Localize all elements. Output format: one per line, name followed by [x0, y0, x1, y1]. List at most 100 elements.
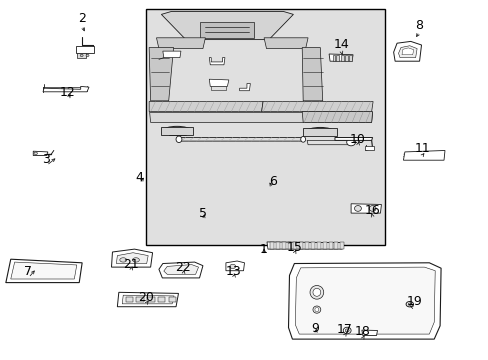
Polygon shape — [149, 102, 263, 112]
Text: 6: 6 — [268, 175, 276, 188]
Polygon shape — [33, 151, 48, 156]
Bar — [299, 242, 303, 249]
Ellipse shape — [169, 128, 184, 132]
Bar — [161, 127, 193, 135]
Text: 9: 9 — [311, 322, 319, 335]
Bar — [345, 55, 347, 61]
Text: 18: 18 — [354, 325, 370, 338]
Bar — [340, 55, 343, 61]
Polygon shape — [211, 86, 225, 90]
Polygon shape — [179, 138, 303, 141]
Polygon shape — [149, 112, 372, 122]
Bar — [77, 53, 86, 58]
Polygon shape — [76, 46, 94, 53]
Polygon shape — [364, 146, 373, 150]
Ellipse shape — [132, 258, 139, 262]
Polygon shape — [261, 102, 372, 112]
Bar — [158, 297, 165, 302]
Bar — [328, 242, 332, 249]
Polygon shape — [401, 48, 413, 55]
Polygon shape — [159, 262, 203, 278]
Bar — [348, 55, 351, 61]
Text: 3: 3 — [42, 153, 50, 166]
Polygon shape — [334, 138, 372, 140]
Ellipse shape — [354, 206, 361, 211]
Polygon shape — [116, 253, 148, 264]
Ellipse shape — [343, 327, 350, 334]
Bar — [293, 242, 297, 249]
Polygon shape — [111, 249, 152, 267]
Polygon shape — [156, 38, 205, 49]
Bar — [125, 297, 133, 302]
Polygon shape — [266, 242, 343, 249]
Polygon shape — [43, 86, 89, 92]
Polygon shape — [161, 12, 293, 40]
Polygon shape — [209, 58, 224, 65]
Text: 11: 11 — [414, 142, 430, 155]
Polygon shape — [163, 265, 198, 274]
Polygon shape — [288, 263, 440, 339]
Polygon shape — [122, 295, 174, 304]
Polygon shape — [149, 48, 173, 101]
Bar — [332, 55, 335, 61]
Polygon shape — [209, 79, 228, 86]
Text: 21: 21 — [123, 258, 139, 271]
Text: 17: 17 — [336, 323, 352, 336]
Text: 12: 12 — [60, 86, 75, 99]
Ellipse shape — [309, 285, 323, 299]
Polygon shape — [200, 22, 254, 38]
Ellipse shape — [163, 126, 190, 134]
Text: 8: 8 — [415, 19, 423, 32]
Bar — [281, 242, 285, 249]
Text: 22: 22 — [175, 261, 191, 274]
Text: 5: 5 — [199, 207, 206, 220]
Ellipse shape — [306, 127, 333, 135]
Text: 2: 2 — [78, 12, 86, 25]
Polygon shape — [350, 204, 381, 213]
Polygon shape — [328, 54, 352, 61]
Text: 7: 7 — [24, 265, 32, 278]
Text: 4: 4 — [135, 171, 143, 184]
Polygon shape — [361, 330, 377, 336]
Bar — [305, 242, 308, 249]
Polygon shape — [302, 112, 372, 122]
Bar — [269, 242, 273, 249]
Bar — [136, 297, 143, 302]
Text: 16: 16 — [364, 204, 380, 217]
Polygon shape — [11, 262, 77, 279]
Polygon shape — [302, 48, 322, 101]
Ellipse shape — [405, 302, 412, 307]
Polygon shape — [264, 38, 307, 49]
Polygon shape — [239, 84, 250, 91]
Ellipse shape — [346, 139, 355, 146]
Text: 1: 1 — [260, 243, 267, 256]
Bar — [145, 9, 385, 245]
Text: 15: 15 — [286, 241, 302, 254]
Ellipse shape — [86, 54, 89, 57]
Bar — [287, 242, 291, 249]
Polygon shape — [6, 259, 82, 283]
Bar — [316, 242, 320, 249]
Ellipse shape — [345, 329, 348, 332]
Ellipse shape — [80, 54, 83, 57]
Bar — [303, 128, 337, 136]
Ellipse shape — [407, 303, 411, 305]
Polygon shape — [163, 51, 181, 58]
Text: 19: 19 — [406, 295, 422, 308]
Text: 10: 10 — [349, 133, 365, 146]
Polygon shape — [295, 267, 434, 334]
Ellipse shape — [176, 136, 182, 143]
Ellipse shape — [314, 307, 318, 312]
Ellipse shape — [312, 288, 320, 296]
Bar — [310, 242, 314, 249]
Bar — [147, 297, 154, 302]
Bar — [275, 242, 279, 249]
Text: 14: 14 — [333, 38, 348, 51]
Bar — [322, 242, 326, 249]
Bar — [168, 297, 176, 302]
Ellipse shape — [368, 206, 375, 211]
Text: 13: 13 — [225, 265, 241, 278]
Polygon shape — [117, 292, 178, 307]
Ellipse shape — [300, 136, 305, 142]
Ellipse shape — [120, 258, 126, 262]
